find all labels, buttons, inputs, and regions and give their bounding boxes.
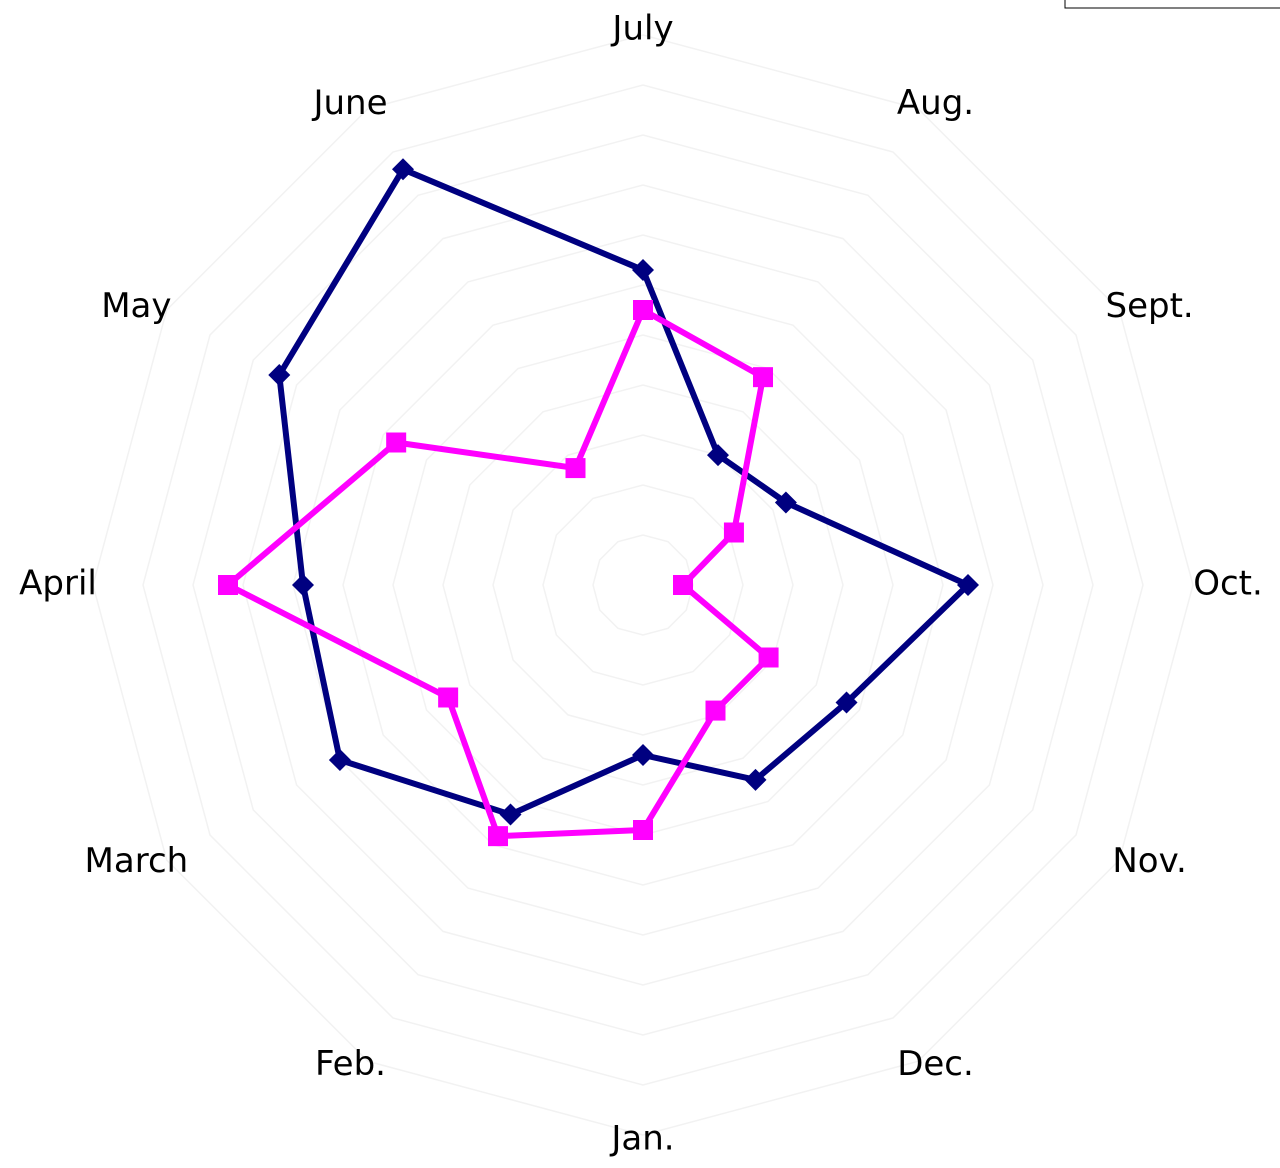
category-label: Nov.	[1112, 841, 1187, 881]
marker	[705, 700, 726, 721]
marker	[268, 364, 291, 386]
category-label: Sept.	[1106, 286, 1194, 326]
marker	[753, 367, 773, 388]
marker	[438, 687, 459, 708]
grid-ring	[542, 484, 744, 686]
marker	[774, 491, 797, 514]
marker	[386, 432, 407, 453]
grid-ring	[192, 134, 1094, 1036]
marker	[723, 522, 744, 543]
category-label: May	[101, 286, 171, 326]
series-line	[276, 166, 971, 818]
grid-ring	[492, 434, 794, 736]
marker	[673, 575, 693, 595]
grid-ring	[342, 284, 944, 886]
marker	[744, 768, 767, 791]
grid-ring	[442, 384, 844, 786]
category-label: Jan.	[609, 1119, 674, 1159]
grid-ring	[592, 534, 694, 636]
grid-ring	[242, 184, 1044, 986]
grid-ring	[92, 34, 1194, 1136]
category-label: July	[610, 9, 673, 49]
marker	[218, 575, 238, 595]
marker	[292, 574, 314, 596]
marker	[632, 259, 654, 281]
category-label: Aug.	[897, 83, 974, 123]
category-label: March	[85, 841, 189, 881]
marker	[835, 691, 858, 714]
legend-box	[1064, 0, 1280, 9]
category-label: June	[311, 83, 387, 123]
marker	[707, 444, 729, 467]
marker	[633, 300, 653, 320]
marker	[392, 158, 414, 181]
marker	[565, 458, 586, 479]
marker	[499, 803, 522, 826]
marker	[633, 820, 653, 840]
category-label: Oct.	[1193, 564, 1263, 604]
marker	[758, 647, 779, 668]
category-label: Feb.	[315, 1044, 386, 1084]
marker	[957, 574, 979, 596]
marker	[328, 749, 351, 771]
category-label: April	[19, 564, 97, 604]
grid-ring	[392, 334, 894, 836]
marker	[632, 744, 654, 766]
marker	[488, 826, 508, 847]
grid-ring	[142, 84, 1144, 1086]
category-label: Dec.	[897, 1044, 974, 1084]
